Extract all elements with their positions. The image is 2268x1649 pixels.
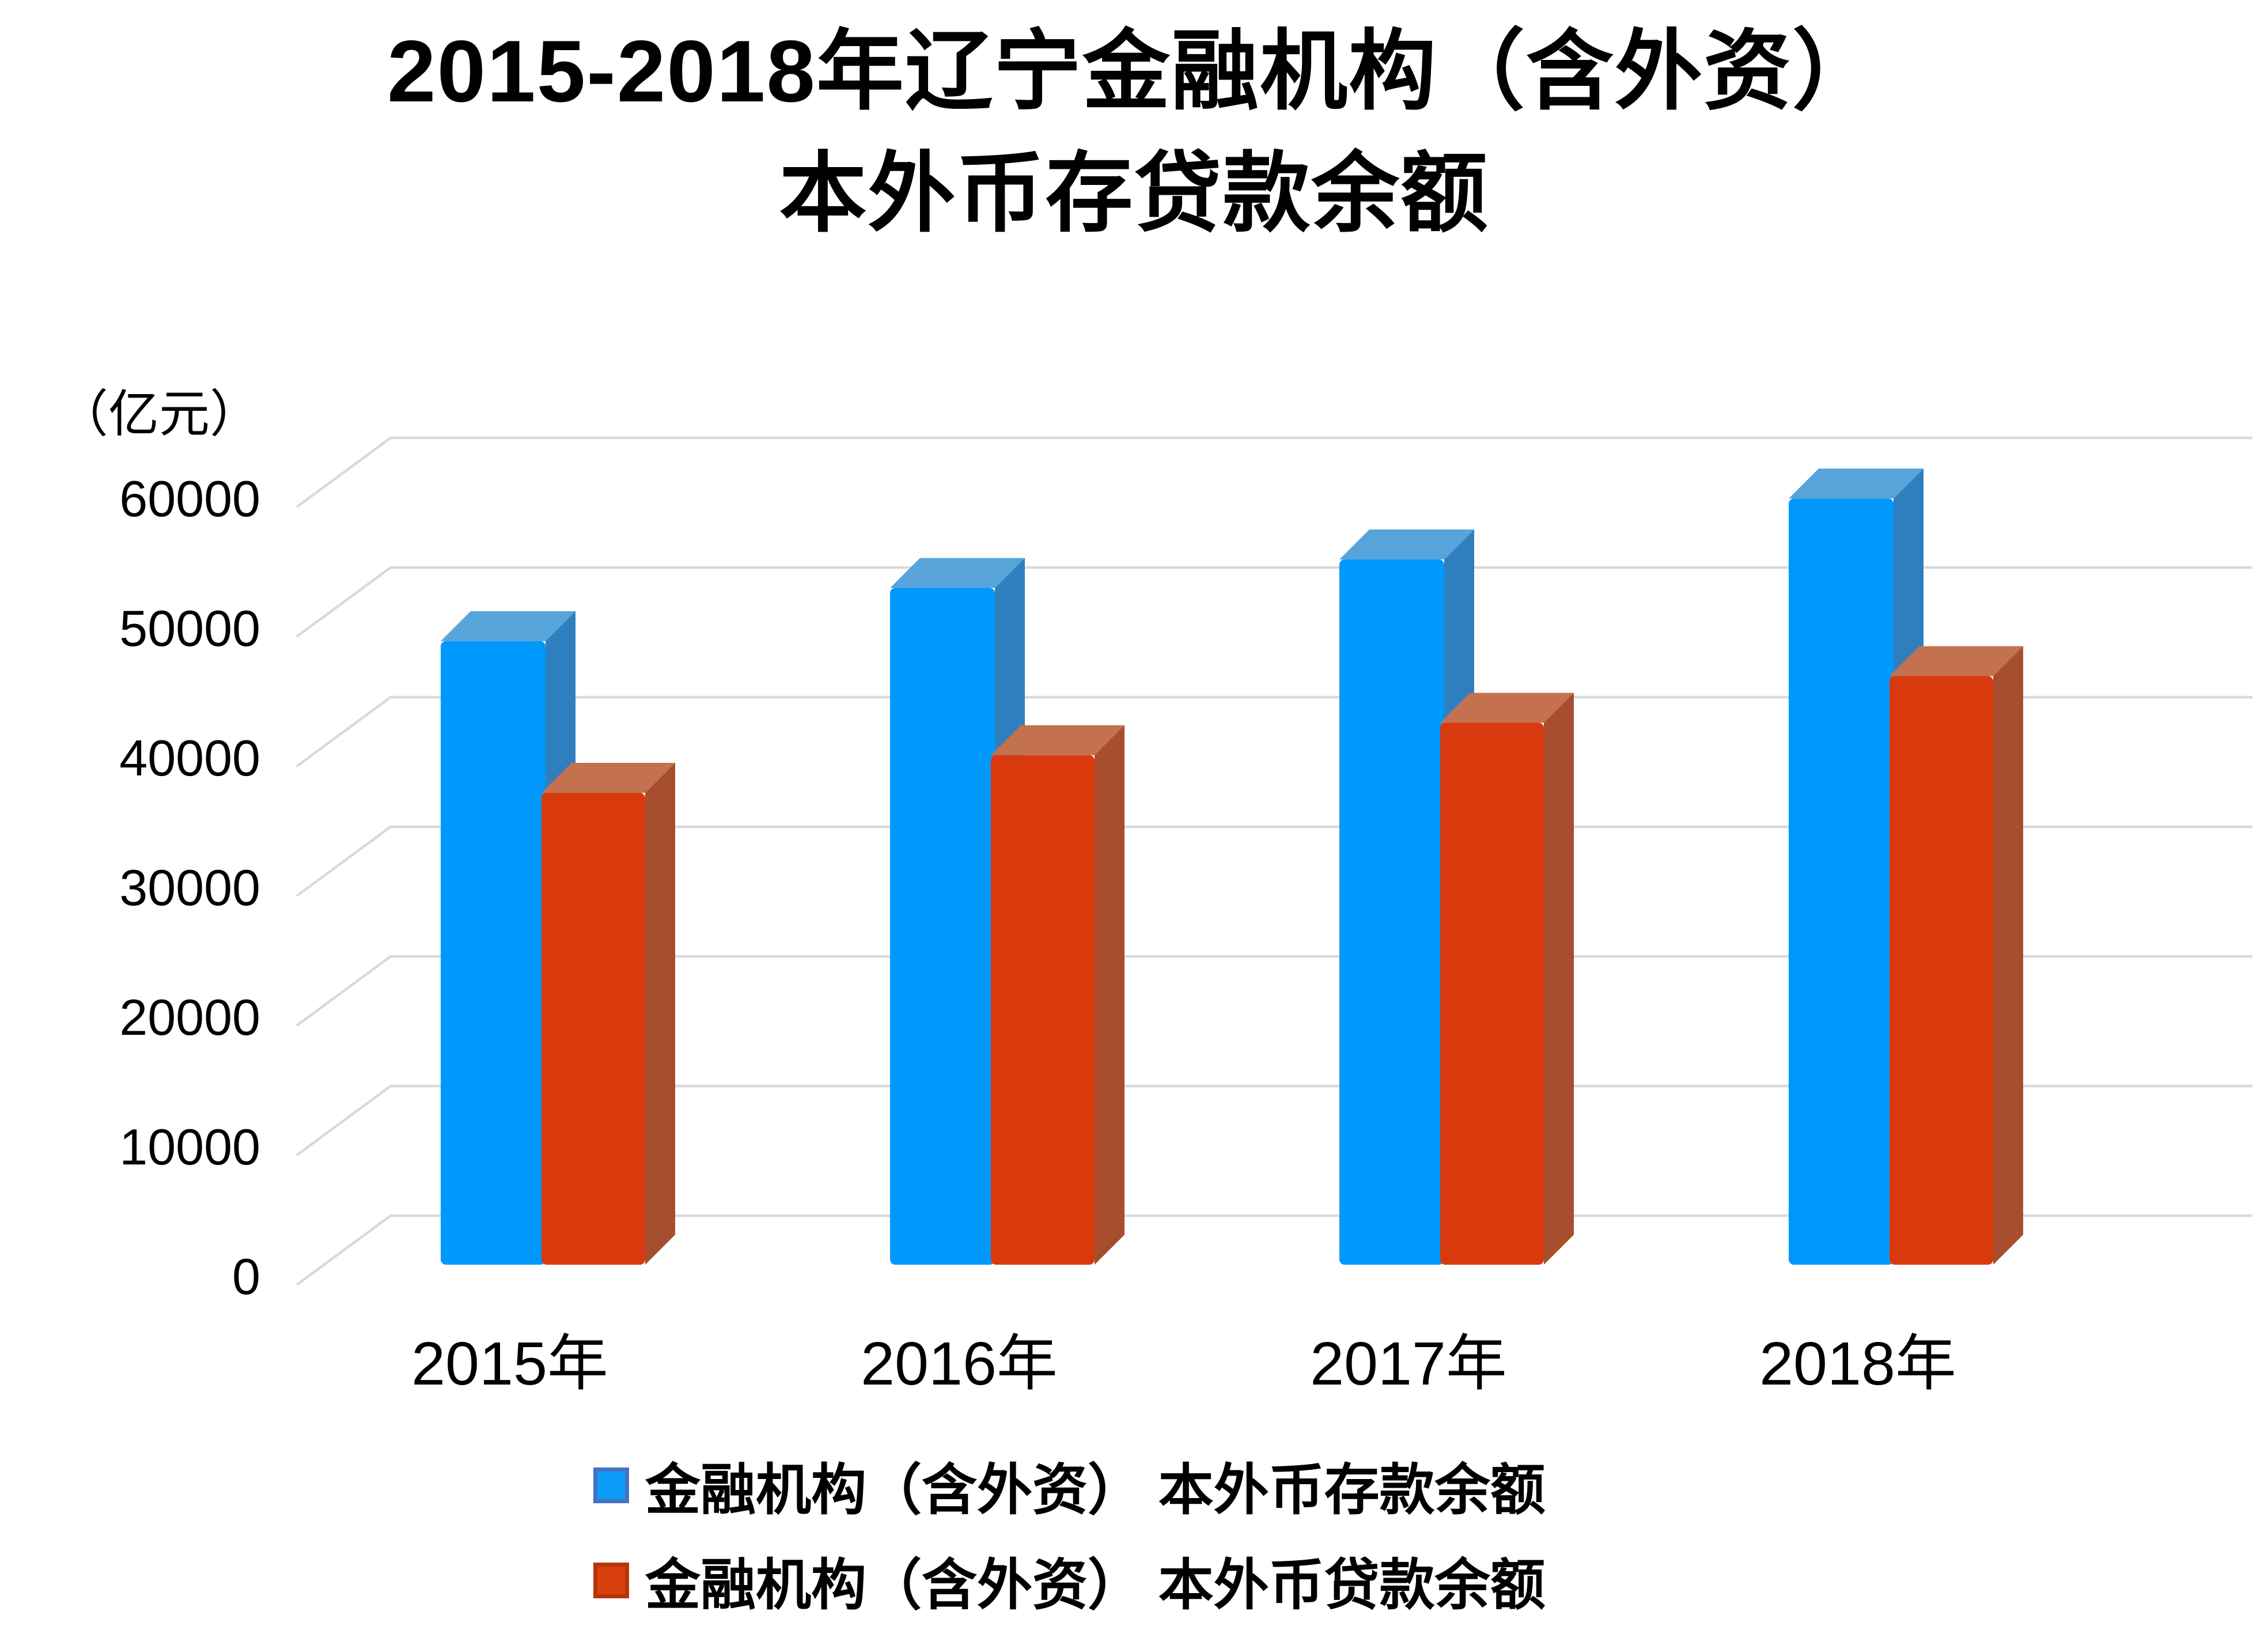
legend-item-loans: 金融机构（含外资） 本外币贷款余额 (593, 1538, 1546, 1622)
loans-bar-2015年-side-face (645, 763, 675, 1265)
gridline-20000 (296, 955, 2252, 1027)
y-tick-label-60000: 60000 (119, 470, 260, 527)
y-tick-label-20000: 20000 (119, 989, 260, 1046)
x-axis-label-2017年: 2017年 (1310, 1330, 1507, 1398)
deposits-bar-2015年-front-face (441, 641, 546, 1265)
loans-bar-2016年-front-face (991, 755, 1095, 1265)
loans-bar-2017年-top-face (1440, 693, 1574, 723)
chart-title-line2: 本外币存贷款余额 (779, 145, 1489, 243)
gridline-40000 (296, 695, 2252, 767)
loans-bar-2018年-front-face (1890, 676, 1993, 1265)
deposits-bar-2016年-front-face (890, 588, 995, 1265)
loans-bar-2015年-top-face (542, 763, 675, 793)
loans-bar-2018年-side-face (1993, 646, 2023, 1265)
legend: 金融机构（含外资） 本外币存款余额 金融机构（含外资） 本外币贷款余额 (593, 1443, 1546, 1622)
gridline-10000 (296, 1084, 2252, 1156)
loans-legend-swatch (593, 1562, 629, 1598)
loans-bar-2015年-front-face (542, 793, 645, 1265)
x-axis-label-2018年: 2018年 (1759, 1330, 1956, 1398)
y-tick-label-40000: 40000 (119, 729, 260, 786)
gridline-60000 (296, 436, 2252, 508)
x-axis-label-2015年: 2015年 (411, 1330, 608, 1398)
chart-title: 2015-2018年辽宁金融机构（含外资） 本外币存贷款余额 (0, 10, 2268, 255)
deposits-bar-2018年-front-face (1789, 498, 1894, 1265)
gridline-50000 (296, 566, 2252, 638)
deposits-bar-2016年-top-face (890, 558, 1025, 588)
deposits-bar-2017年-front-face (1339, 559, 1444, 1265)
chart-title-line1: 2015-2018年辽宁金融机构（含外资） (387, 22, 1881, 120)
y-axis-unit-label: （亿元） (58, 385, 261, 442)
gridline-30000 (296, 825, 2252, 897)
deposits-legend-swatch (593, 1467, 629, 1503)
legend-item-deposits: 金融机构（含外资） 本外币存款余额 (593, 1443, 1546, 1527)
y-tick-label-0: 0 (232, 1248, 260, 1305)
loans-bar-2018年-top-face (1890, 646, 2023, 676)
loans-bar-2016年-side-face (1095, 725, 1124, 1265)
gridline-0 (296, 1214, 2252, 1286)
x-axis-label-2016年: 2016年 (861, 1330, 1058, 1398)
deposits-bar-2017年-top-face (1339, 530, 1474, 559)
loans-bar-2016年-top-face (991, 725, 1124, 755)
y-tick-label-10000: 10000 (119, 1118, 260, 1175)
loans-bar-2017年-front-face (1440, 723, 1544, 1265)
y-tick-label-50000: 50000 (119, 600, 260, 657)
deposits-legend-label: 金融机构（含外资） 本外币存款余额 (645, 1459, 1546, 1521)
loans-bar-2017年-side-face (1544, 693, 1574, 1265)
loans-legend-label: 金融机构（含外资） 本外币贷款余额 (645, 1555, 1546, 1616)
y-tick-label-30000: 30000 (119, 859, 260, 916)
deposits-bar-2015年-top-face (441, 611, 575, 641)
deposits-bar-2018年-top-face (1789, 468, 1924, 499)
